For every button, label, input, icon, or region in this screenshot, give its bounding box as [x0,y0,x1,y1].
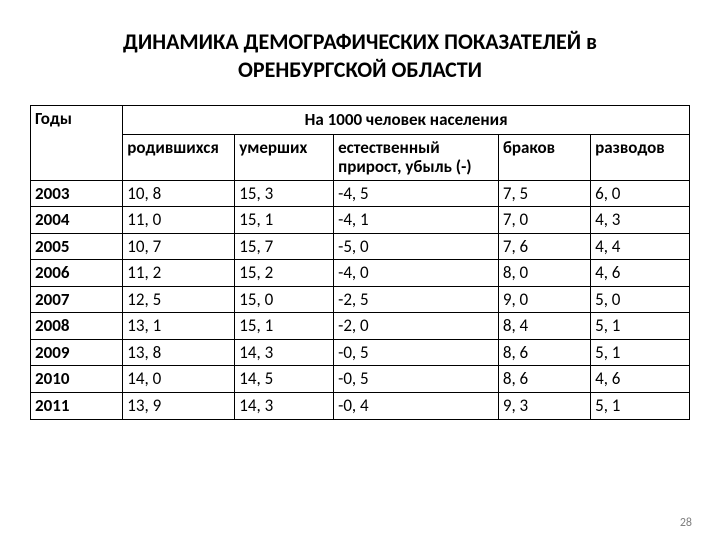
cell-marriages: 9, 3 [498,393,590,420]
cell-divorces: 4, 6 [591,260,690,287]
cell-marriages: 8, 6 [498,339,590,366]
cell-born: 12, 5 [123,286,235,313]
table-row: 201014, 014, 5-0, 58, 64, 6 [31,366,690,393]
cell-divorces: 6, 0 [591,180,690,207]
page-number: 28 [680,516,692,530]
table-body: 200310, 815, 3-4, 57, 56, 0200411, 015, … [31,180,690,419]
table-row: 200913, 814, 3-0, 58, 65, 1 [31,339,690,366]
cell-born: 13, 9 [123,393,235,420]
cell-divorces: 5, 1 [591,393,690,420]
col-year-header: Годы [31,106,123,181]
cell-died: 15, 1 [235,207,334,234]
cell-marriages: 8, 0 [498,260,590,287]
cell-year: 2006 [31,260,123,287]
table-row: 200411, 015, 1-4, 17, 04, 3 [31,207,690,234]
title-line-1: ДИНАМИКА ДЕМОГРАФИЧЕСКИХ ПОКАЗАТЕЛЕЙ в [123,28,597,55]
table-row: 200611, 215, 2-4, 08, 04, 6 [31,260,690,287]
cell-marriages: 7, 5 [498,180,590,207]
cell-marriages: 9, 0 [498,286,590,313]
cell-year: 2009 [31,339,123,366]
col-marriages-header: браков [498,134,590,180]
cell-marriages: 8, 4 [498,313,590,340]
cell-natural: -0, 4 [334,393,499,420]
cell-divorces: 4, 3 [591,207,690,234]
super-header: На 1000 человек населения [123,106,690,135]
cell-born: 10, 8 [123,180,235,207]
cell-natural: -0, 5 [334,339,499,366]
cell-born: 13, 8 [123,339,235,366]
table-row: 200310, 815, 3-4, 57, 56, 0 [31,180,690,207]
cell-year: 2008 [31,313,123,340]
col-natural-header: естественный прирост, убыль (-) [334,134,499,180]
cell-year: 2007 [31,286,123,313]
col-born-header: родившихся [123,134,235,180]
cell-year: 2005 [31,233,123,260]
cell-born: 13, 1 [123,313,235,340]
cell-marriages: 7, 0 [498,207,590,234]
cell-died: 15, 0 [235,286,334,313]
col-divorces-header: разводов [591,134,690,180]
cell-marriages: 7, 6 [498,233,590,260]
cell-died: 15, 2 [235,260,334,287]
cell-born: 14, 0 [123,366,235,393]
cell-year: 2011 [31,393,123,420]
cell-died: 14, 5 [235,366,334,393]
cell-divorces: 4, 4 [591,233,690,260]
table-row: 200510, 715, 7-5, 07, 64, 4 [31,233,690,260]
cell-natural: -4, 0 [334,260,499,287]
cell-year: 2003 [31,180,123,207]
cell-divorces: 5, 1 [591,339,690,366]
page-title: ДИНАМИКА ДЕМОГРАФИЧЕСКИХ ПОКАЗАТЕЛЕЙ в О… [30,28,690,83]
cell-died: 14, 3 [235,393,334,420]
cell-year: 2010 [31,366,123,393]
cell-died: 15, 3 [235,180,334,207]
cell-born: 11, 0 [123,207,235,234]
col-died-header: умерших [235,134,334,180]
cell-natural: -4, 5 [334,180,499,207]
table-row: 200712, 515, 0-2, 59, 05, 0 [31,286,690,313]
table-header-row-2: родившихся умерших естественный прирост,… [31,134,690,180]
cell-marriages: 8, 6 [498,366,590,393]
cell-natural: -2, 5 [334,286,499,313]
table-row: 201113, 914, 3-0, 49, 35, 1 [31,393,690,420]
title-line-2: ОРЕНБУРГСКОЙ ОБЛАСТИ [238,56,482,83]
table-header-row-1: Годы На 1000 человек населения [31,106,690,135]
cell-born: 11, 2 [123,260,235,287]
cell-divorces: 5, 0 [591,286,690,313]
cell-natural: -2, 0 [334,313,499,340]
cell-died: 15, 7 [235,233,334,260]
demographics-table: Годы На 1000 человек населения родившихс… [30,105,690,420]
cell-year: 2004 [31,207,123,234]
cell-born: 10, 7 [123,233,235,260]
table-row: 200813, 115, 1-2, 08, 45, 1 [31,313,690,340]
cell-died: 15, 1 [235,313,334,340]
cell-natural: -0, 5 [334,366,499,393]
cell-divorces: 4, 6 [591,366,690,393]
cell-natural: -4, 1 [334,207,499,234]
cell-died: 14, 3 [235,339,334,366]
cell-natural: -5, 0 [334,233,499,260]
cell-divorces: 5, 1 [591,313,690,340]
